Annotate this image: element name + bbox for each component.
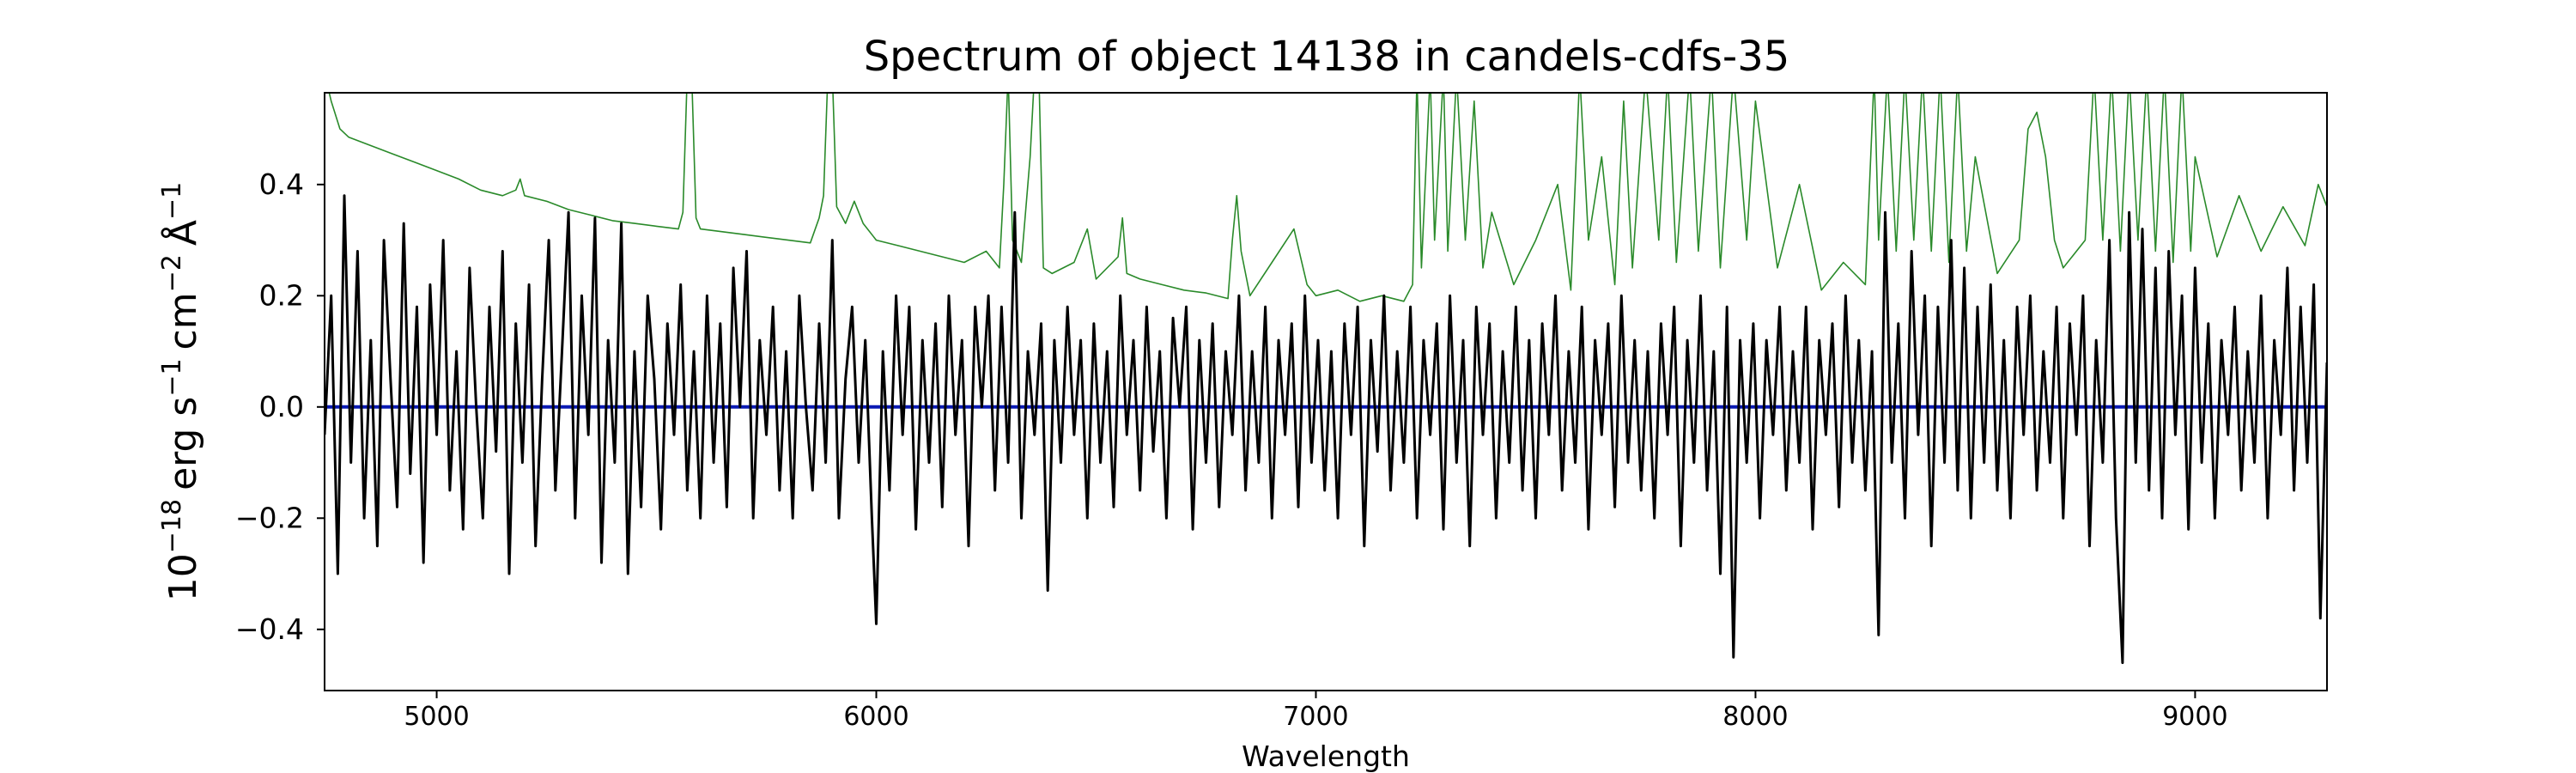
x-tick-label: 9000 [2162, 702, 2227, 732]
y-tick-label: −0.4 [235, 612, 304, 646]
ylabel-base-exp: −18 [157, 499, 187, 553]
ylabel-erg: erg s [161, 397, 205, 490]
y-tick-label: 0.4 [259, 167, 304, 201]
x-tick-label: 8000 [1722, 702, 1788, 732]
flux-spectrum-line [325, 194, 2327, 665]
x-tick-label: 5000 [404, 702, 469, 732]
y-tick-label: 0.0 [259, 390, 304, 423]
plot-frame [324, 92, 2328, 691]
ylabel-angstrom-exp: −1 [157, 182, 187, 220]
x-axis-label: Wavelength [1242, 740, 1410, 773]
ylabel-base: 10 [161, 553, 205, 601]
ylabel-angstrom: Å [160, 220, 205, 246]
y-ticks: −0.4 −0.2 0.0 0.2 0.4 [235, 167, 325, 646]
y-tick-label: 0.2 [259, 278, 304, 312]
ylabel-s-exp: −1 [157, 358, 187, 396]
x-tick-label: 6000 [843, 702, 908, 732]
y-axis-label: 10−18erg s−1cm−2Å−1 [157, 182, 205, 601]
ylabel-cm: cm [161, 292, 205, 350]
y-tick-label: −0.2 [235, 501, 304, 534]
series-layer [325, 93, 2327, 665]
error-spectrum-line [328, 93, 2327, 302]
chart-title: Spectrum of object 14138 in candels-cdfs… [864, 33, 1790, 81]
x-tick-label: 7000 [1283, 702, 1348, 732]
ylabel-cm-exp: −2 [157, 254, 187, 292]
svg-text:10−18erg s−1cm−2Å−1: 10−18erg s−1cm−2Å−1 [157, 182, 205, 601]
x-ticks: 5000 6000 7000 8000 9000 [404, 691, 2228, 732]
